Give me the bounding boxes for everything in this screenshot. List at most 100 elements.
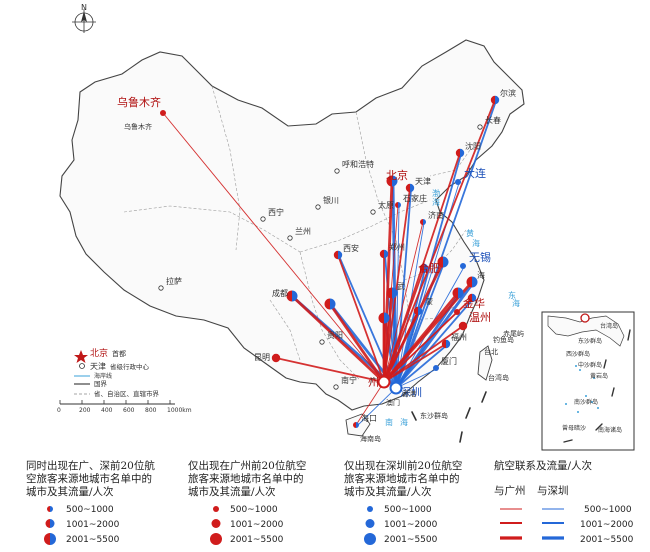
legend-sz-class-3: 2001~5500: [384, 535, 438, 545]
city-node-10-sz-half: [423, 219, 426, 225]
city-label-19: 海: [477, 270, 485, 280]
city-node-27-sz-half: [292, 290, 298, 302]
city-label-13: 银川: [323, 195, 339, 205]
city-label-5: 北京: [386, 168, 408, 182]
city-label-34: 拉萨: [166, 276, 182, 286]
legend-sz-class-1: 500~1000: [384, 505, 432, 515]
city-node-18: [437, 256, 449, 268]
city-node-5: [386, 175, 398, 187]
scale-label-0: 0: [57, 407, 61, 414]
city-node-19-gz-half: [466, 276, 472, 288]
gz-link-12: [382, 292, 460, 383]
city-node-16-gz-half: [419, 263, 424, 273]
city-node-19: [466, 276, 478, 288]
flow-links: [162, 99, 497, 427]
city-node-26-gz-half: [378, 312, 384, 324]
city-label-0: 乌鲁木齐: [117, 95, 161, 109]
place-label-4: 台北: [484, 347, 498, 356]
legend-both-title-1: 同时出现在广、深前20位航: [26, 459, 155, 472]
city-node-35: [353, 422, 359, 428]
city-nodes: [158, 95, 500, 428]
city-node-15: [333, 250, 343, 260]
city-node-5-gz-half: [386, 175, 392, 187]
legend-flow-title: 航空联系及流量/人次: [494, 459, 593, 472]
sea-label-6: 南: [385, 417, 393, 427]
sz-link-21: [395, 368, 438, 389]
city-label-23: 温州: [469, 311, 491, 324]
city-node-32-gz-half: [441, 339, 446, 349]
north-label: N: [81, 3, 87, 12]
city-label-22: 金华: [463, 296, 485, 310]
city-node-5-sz-half: [392, 175, 398, 187]
city-label-8: 石家庄: [403, 193, 427, 203]
sea-label-3: 海: [472, 238, 480, 248]
city-node-13: [315, 204, 321, 210]
city-node-30: [271, 353, 281, 363]
city-node-0: [160, 110, 166, 116]
sz-link-22: [356, 387, 397, 427]
gz-link-19: [291, 294, 385, 384]
city-node-1-sz-half: [495, 95, 500, 105]
city-node-33: [433, 365, 439, 371]
legend-border-label: 国界: [94, 380, 108, 388]
city-label-7: 呼和浩特: [342, 159, 374, 169]
city-label-37: 深圳: [400, 386, 422, 399]
legend-coast-label: 海岸线: [94, 372, 112, 380]
city-node-24: [386, 287, 398, 299]
gz-link-23: [355, 381, 385, 426]
gz-link-8: [337, 254, 385, 383]
sea-label-0: 渤: [432, 188, 440, 198]
city-node-14: [379, 249, 389, 259]
nine-dash-line: [411, 391, 487, 443]
city-node-20-sz-half: [458, 287, 464, 299]
sea-label-5: 海: [512, 298, 520, 308]
legend-prov-capital-label: 天津: [90, 361, 106, 371]
legend-gz-small-icon: [213, 506, 219, 512]
scale-label-4: 800: [145, 407, 157, 414]
city-node-2: [477, 124, 483, 130]
legend-flow-class-2: 1001~2000: [580, 520, 634, 530]
inset-label-xisha: 西沙群岛: [566, 350, 590, 358]
scale-label-2: 400: [101, 407, 113, 414]
city-label-2: 长春: [485, 115, 501, 125]
scale-bar: 0 200 400 600 800 1000km: [57, 400, 192, 414]
city-node-32: [441, 339, 451, 349]
inset-label-huangyan: 黄岩岛: [590, 372, 608, 380]
capital-star-icon: [74, 350, 88, 363]
scale-label-5: 1000km: [167, 407, 192, 414]
legend-both-large-icon: [44, 533, 56, 545]
place-label-5: 台湾岛: [488, 373, 509, 382]
city-node-28-sz-half: [330, 298, 336, 310]
sea-label-2: 黄: [466, 228, 474, 238]
city-node-18-sz-half: [443, 256, 449, 268]
city-node-10: [420, 219, 426, 225]
inset-label-nanhai: 南海诸岛: [598, 426, 622, 434]
city-node-6-sz-half: [410, 183, 415, 193]
legend-capital-desc: 首都: [112, 349, 126, 358]
city-node-11: [260, 216, 266, 222]
city-node-8-sz-half: [398, 202, 401, 208]
inset-label-zengmu: 曾母暗沙: [562, 424, 586, 432]
city-node-8: [395, 202, 401, 208]
city-node-14-sz-half: [384, 249, 389, 259]
legend-flow-gz: 与广州: [494, 485, 526, 497]
city-node-6-gz-half: [405, 183, 410, 193]
gz-link-17: [383, 310, 419, 383]
bottom-legend: 同时出现在广、深前20位航 空旅客来源地城市名单中的 城市及其流量/人次 仅出现…: [26, 459, 634, 545]
city-node-28: [324, 298, 336, 310]
legend-prov-capital-desc: 省级行政中心: [110, 362, 150, 371]
sz-link-0: [395, 100, 497, 389]
city-label-27: 成都: [272, 288, 288, 298]
legend-both-small-icon: [47, 506, 53, 512]
gz-link-6: [383, 221, 424, 383]
place-label-6: 香港: [402, 389, 416, 398]
legend-both-title-2: 空旅客来源地城市名单中的: [26, 472, 152, 485]
sz-link-14: [395, 298, 474, 389]
gz-link-9: [383, 267, 425, 383]
legend-gz-class-1: 500~1000: [230, 505, 278, 515]
taiwan-island: [477, 345, 493, 381]
city-node-26-sz-half: [384, 312, 390, 324]
city-node-18-gz-half: [437, 256, 443, 268]
